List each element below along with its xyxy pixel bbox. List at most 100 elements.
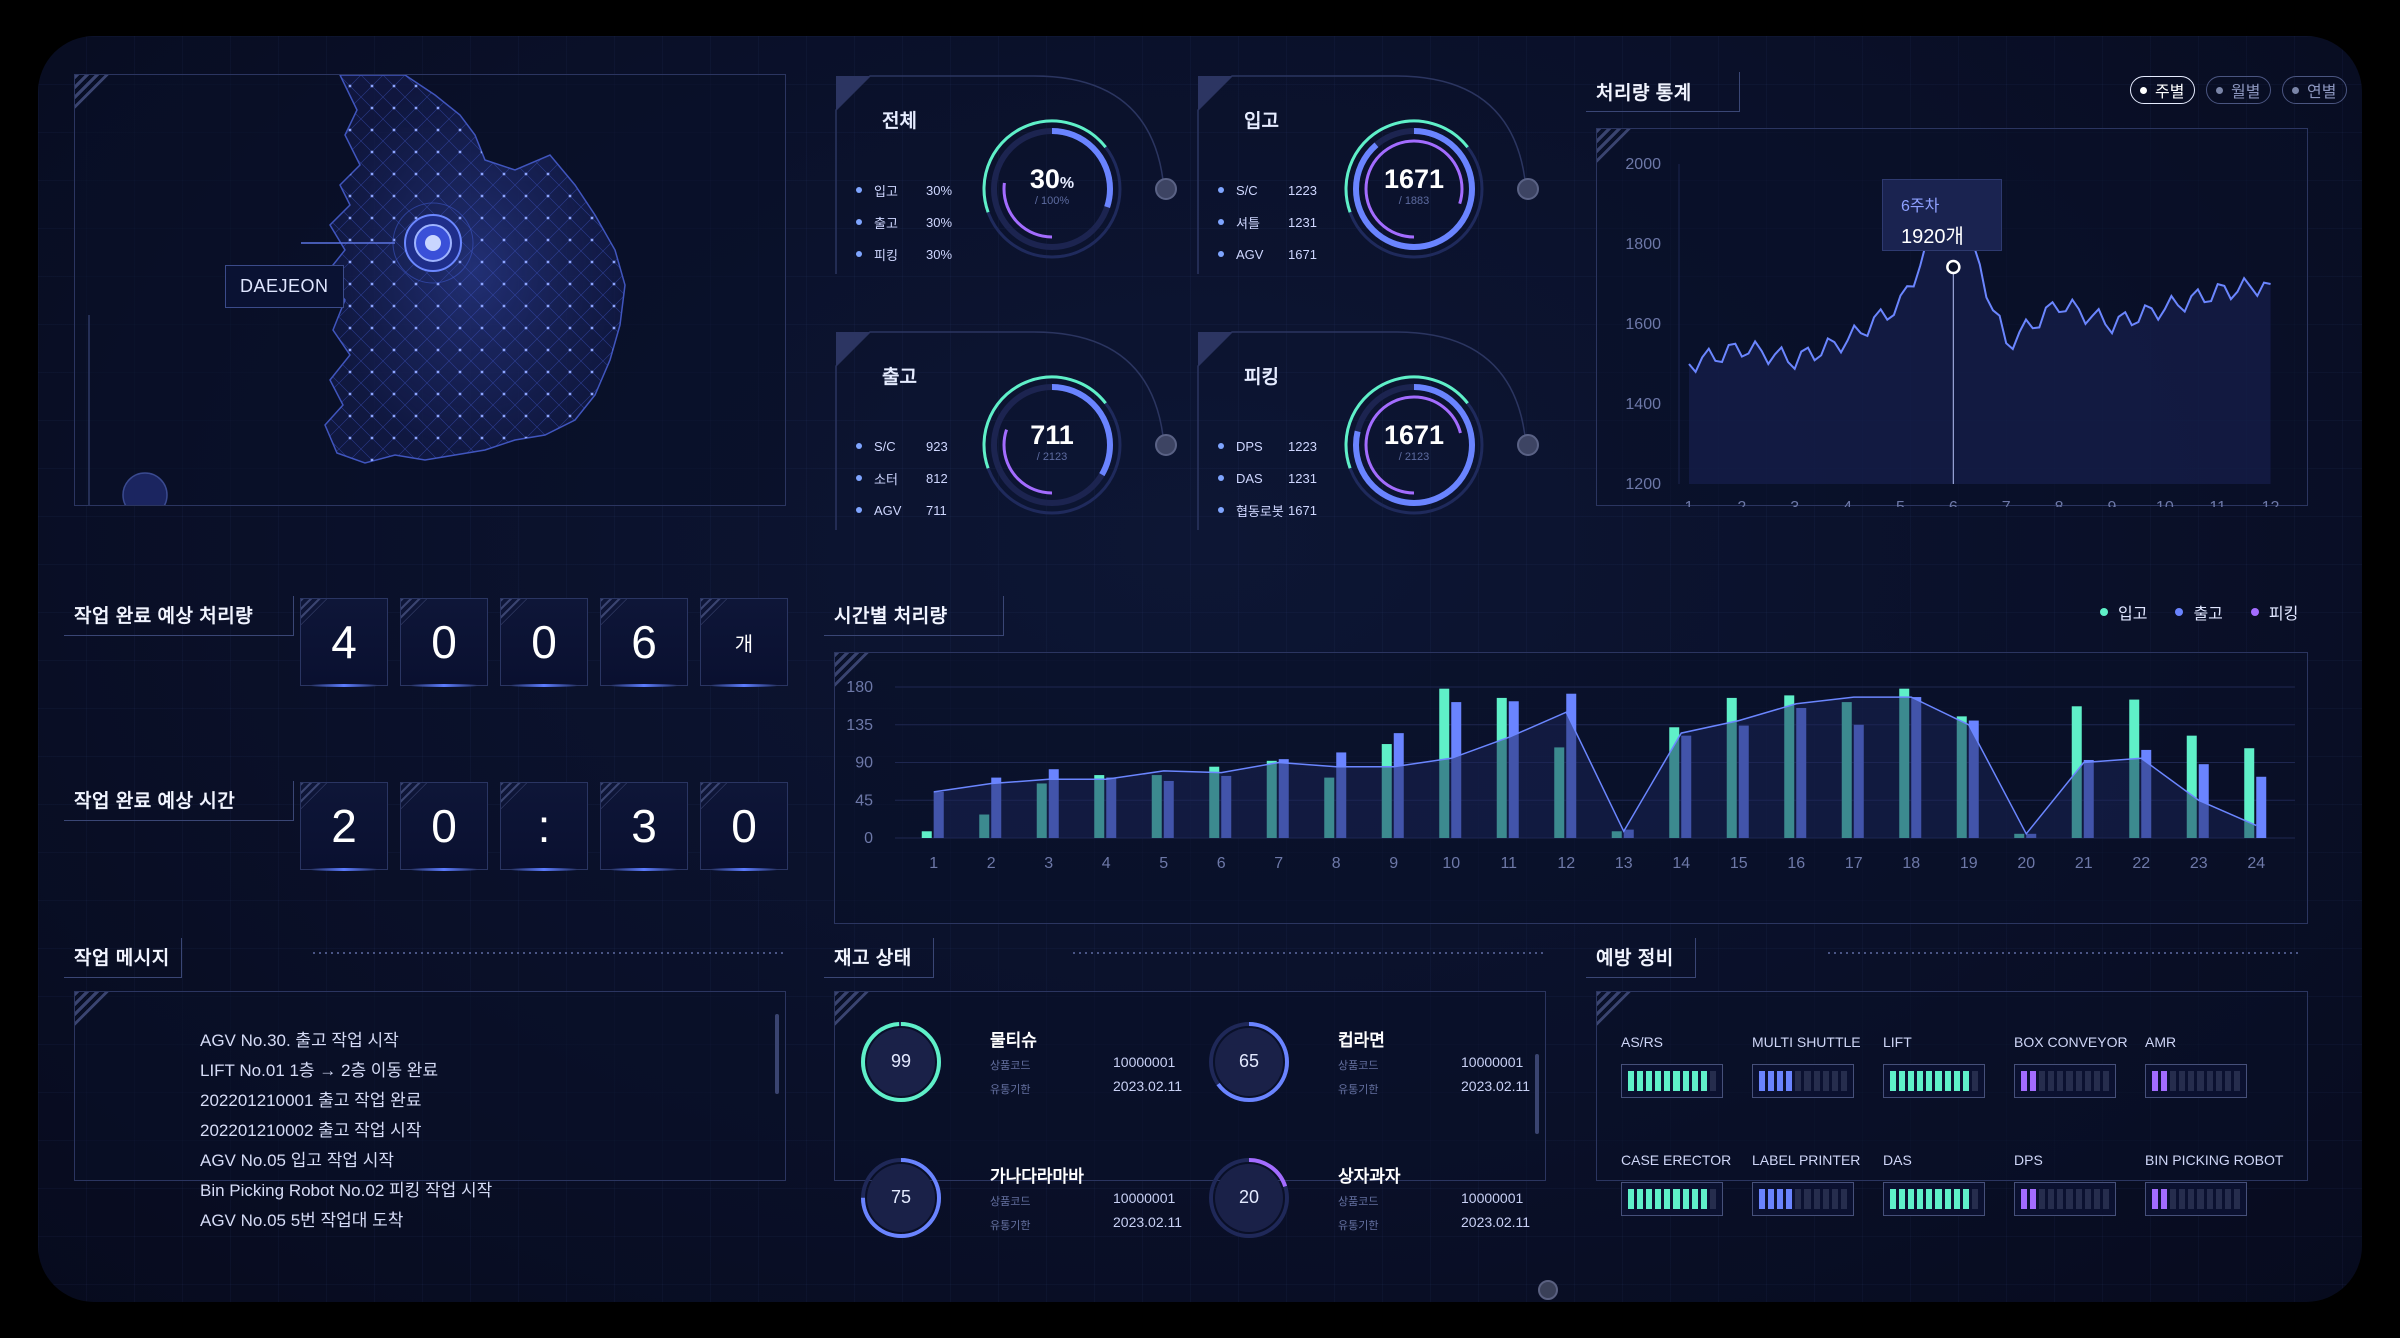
bar-x-tick: 24 <box>2247 855 2265 872</box>
maintenance-bar[interactable] <box>1621 1182 1723 1216</box>
maintenance-bar[interactable] <box>1621 1064 1723 1098</box>
bar-inbound[interactable] <box>2244 748 2255 838</box>
maintenance-segment <box>2048 1071 2055 1091</box>
maintenance-segment <box>1953 1189 1960 1209</box>
maintenance-segment <box>2161 1071 2168 1091</box>
maintenance-bar[interactable] <box>2014 1182 2116 1216</box>
line-x-tick: 10 <box>2156 499 2174 507</box>
maintenance-segment <box>2102 1071 2109 1091</box>
line-y-tick: 1600 <box>1625 316 1661 333</box>
gauge-breakdown-row: S/C 923 <box>856 430 948 462</box>
maintenance-segment <box>1813 1189 1820 1209</box>
maintenance-label: LIFT <box>1883 1034 1912 1050</box>
highlight-point[interactable] <box>1946 259 1961 275</box>
maintenance-segment <box>2197 1189 2204 1209</box>
maintenance-segment <box>1971 1189 1978 1209</box>
message-item[interactable]: AGV No.30. 출고 작업 시작 <box>200 1031 399 1050</box>
line-x-tick: 9 <box>2108 499 2117 507</box>
breakdown-value: 1671 <box>1288 246 1317 262</box>
inventory-scrollbar[interactable] <box>1535 1054 1539 1134</box>
maintenance-segment <box>1935 1071 1942 1091</box>
message-item[interactable]: 202201210001 출고 작업 완료 <box>200 1091 422 1110</box>
maintenance-segment <box>2206 1189 2213 1209</box>
breakdown-key: AGV <box>874 502 902 518</box>
messages-scrollbar[interactable] <box>775 1014 779 1094</box>
line-chart: 12001400160018002000123456789101112 <box>1625 156 2279 507</box>
inventory-item[interactable]: 20 상자과자 상품코드 유통기한 10000001 2023.02.11 <box>1205 1154 1535 1274</box>
inventory-item[interactable]: 99 물티슈 상품코드 유통기한 10000001 2023.02.11 <box>857 1018 1187 1138</box>
message-item[interactable]: LIFT No.01 1층 → 2층 이동 완료 <box>200 1061 439 1080</box>
inventory-item[interactable]: 65 컵라면 상품코드 유통기한 10000001 2023.02.11 <box>1205 1018 1535 1138</box>
city-label[interactable]: DAEJEON <box>225 265 344 308</box>
maintenance-segment <box>1840 1071 1847 1091</box>
maintenance-segment <box>2048 1189 2055 1209</box>
bar-x-tick: 16 <box>1787 855 1805 872</box>
line-x-tick: 4 <box>1843 499 1852 507</box>
maintenance-segment <box>2084 1071 2091 1091</box>
gauge-breakdown-row: AGV 711 <box>856 494 948 526</box>
message-item[interactable]: 202201210002 출고 작업 시작 <box>200 1121 422 1140</box>
map-panel: DAEJEON <box>74 74 786 506</box>
maintenance-bar[interactable] <box>1752 1064 1854 1098</box>
maintenance-bar[interactable] <box>2145 1064 2247 1098</box>
bar-x-tick: 14 <box>1672 855 1690 872</box>
inventory-expiry: 2023.02.11 <box>1113 1214 1183 1230</box>
maintenance-segment <box>1899 1189 1906 1209</box>
line-y-tick: 1400 <box>1625 396 1661 413</box>
inventory-item[interactable]: 75 가나다라마바 상품코드 유통기한 10000001 2023.02.11 <box>857 1154 1187 1274</box>
inventory-code: 10000001 <box>1461 1054 1524 1070</box>
maintenance-segment <box>2215 1071 2222 1091</box>
breakdown-value: 1223 <box>1288 182 1317 198</box>
inventory-code: 10000001 <box>1113 1190 1176 1206</box>
maintenance-segment <box>2188 1071 2195 1091</box>
maintenance-segment <box>1971 1071 1978 1091</box>
maintenance-segment <box>1777 1071 1784 1091</box>
maintenance-bar[interactable] <box>1883 1182 1985 1216</box>
maintenance-segment <box>2224 1189 2231 1209</box>
bottom-handle[interactable] <box>1538 1280 1558 1300</box>
message-item[interactable]: AGV No.05 5번 작업대 도착 <box>200 1211 404 1230</box>
line-chart-panel: 12001400160018002000123456789101112 6주차 … <box>1596 128 2308 507</box>
maintenance-segment <box>1804 1071 1811 1091</box>
period-toggle-1[interactable]: 월별 <box>2206 76 2272 104</box>
maintenance-segment <box>2021 1071 2028 1091</box>
counter-digit: 4 <box>300 598 388 687</box>
maintenance-segment <box>2093 1071 2100 1091</box>
maintenance-label: LABEL PRINTER <box>1752 1152 1861 1168</box>
gauge-breakdown-row: 피킹 30% <box>856 238 952 270</box>
maintenance-segment <box>1700 1189 1707 1209</box>
maintenance-segment <box>2170 1071 2177 1091</box>
line-x-tick: 11 <box>2209 499 2226 507</box>
bar-x-tick: 17 <box>1845 855 1863 872</box>
counter-digit: : <box>500 782 588 871</box>
legend-picking[interactable]: 피킹 <box>2250 600 2298 624</box>
maintenance-segment <box>1899 1071 1906 1091</box>
message-item[interactable]: AGV No.05 입고 작업 시작 <box>200 1151 394 1170</box>
bar-inbound[interactable] <box>2186 735 2197 838</box>
period-toggle-0[interactable]: 주별 <box>2130 76 2196 104</box>
maintenance-segment <box>2039 1189 2046 1209</box>
maintenance-segment <box>1786 1071 1793 1091</box>
inventory-name: 컵라면 <box>1338 1031 1385 1050</box>
expiry-label: 유통기한 <box>1338 1220 1379 1232</box>
message-item[interactable]: Bin Picking Robot No.02 피킹 작업 시작 <box>200 1181 493 1200</box>
line-x-tick: 3 <box>1790 499 1799 507</box>
bar-inbound[interactable] <box>921 831 932 838</box>
maintenance-segment <box>2206 1071 2213 1091</box>
maintenance-bar[interactable] <box>1883 1064 1985 1098</box>
maintenance-label: DAS <box>1883 1152 1912 1168</box>
legend-outbound[interactable]: 출고 <box>2175 600 2223 624</box>
counter-digit: 6 <box>600 598 688 687</box>
messages-title: 작업 메시지 <box>74 948 170 969</box>
bar-outbound[interactable] <box>2256 776 2267 838</box>
bar-outbound[interactable] <box>2198 764 2209 838</box>
maintenance-bar[interactable] <box>2014 1064 2116 1098</box>
maintenance-bar[interactable] <box>1752 1182 1854 1216</box>
period-toggle-2[interactable]: 연별 <box>2282 76 2348 104</box>
legend-inbound[interactable]: 입고 <box>2100 600 2147 624</box>
breakdown-key: DAS <box>1236 470 1263 486</box>
maintenance-bar[interactable] <box>2145 1182 2247 1216</box>
breakdown-value: 30% <box>926 246 953 262</box>
maintenance-label: DPS <box>2014 1152 2043 1168</box>
maintenance-segment <box>1926 1071 1933 1091</box>
